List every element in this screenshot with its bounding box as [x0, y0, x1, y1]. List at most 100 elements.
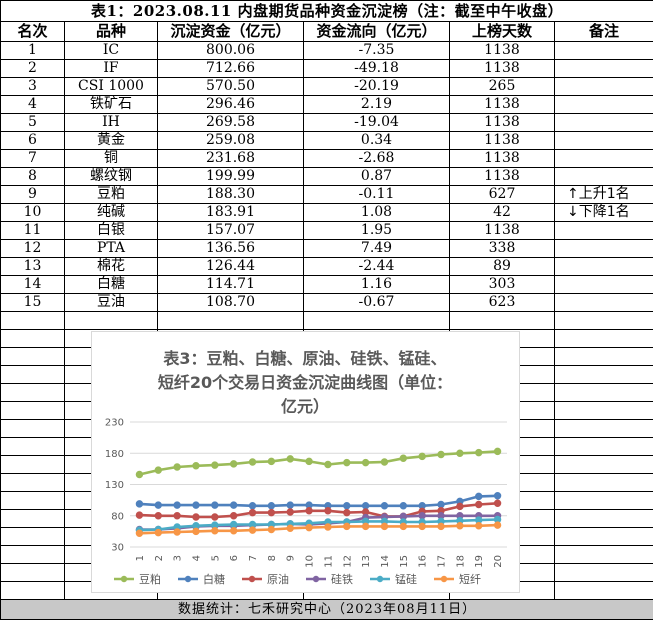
series-point — [399, 502, 408, 510]
blank-cell — [0, 455, 65, 474]
series-point — [286, 524, 294, 532]
chart-title-line-3: 亿元） — [281, 397, 329, 416]
days-cell: 623 — [449, 293, 555, 312]
series-point — [192, 513, 200, 521]
table-row: 3 CSI 1000 570.50 -20.19 265 — [0, 77, 653, 96]
blank-cell — [553, 347, 653, 366]
days-cell: 1138 — [449, 113, 555, 132]
series-point — [475, 492, 483, 501]
chart-series — [135, 447, 502, 537]
blank-cell — [0, 527, 65, 546]
table-row: 2 IF 712.66 -49.18 1138 — [0, 59, 653, 78]
series-point — [418, 512, 426, 520]
remark-cell — [553, 293, 653, 312]
days-cell: 89 — [449, 257, 555, 276]
blank-cell — [553, 365, 653, 384]
name-cell: 白糖 — [64, 275, 158, 294]
series-point — [192, 462, 200, 470]
x-tick-label: 12 — [342, 555, 353, 568]
blank-cell — [553, 491, 653, 510]
blank-cell — [553, 581, 653, 600]
settled-funds-cell: 259.08 — [157, 131, 304, 150]
x-tick-label: 8 — [267, 555, 278, 561]
fund-flow-cell: -7.35 — [303, 41, 450, 60]
remark-cell — [553, 275, 653, 294]
rank-cell: 1 — [0, 41, 65, 60]
legend-label: 锰硅 — [395, 572, 417, 586]
days-cell: 303 — [449, 275, 555, 294]
rank-cell: 4 — [0, 95, 65, 114]
chart-svg: 表3：豆粕、白糖、原油、硅铁、锰硅、 短纤20个交易日资金沉淀曲线图（单位： 亿… — [105, 349, 507, 586]
blank-cell — [553, 401, 653, 420]
series-point — [229, 501, 238, 509]
legend-marker — [440, 575, 448, 583]
series-point — [437, 500, 445, 509]
header-settled-funds: 沉淀资金（亿元） — [157, 21, 304, 42]
rank-cell: 9 — [0, 185, 65, 204]
settled-funds-cell: 183.91 — [157, 203, 304, 222]
chart-title-line-2: 短纤20个交易日资金沉淀曲线图（单位： — [158, 373, 452, 392]
y-tick-label: 30 — [111, 543, 124, 554]
table-row: 12 PTA 136.56 7.49 338 — [0, 239, 653, 258]
table-row: 6 黄金 259.08 0.34 1138 — [0, 131, 653, 150]
blank-cell — [157, 311, 304, 330]
blank-cell — [0, 563, 65, 582]
rank-cell: 12 — [0, 239, 65, 258]
series-point — [456, 522, 464, 530]
x-tick-label: 5 — [210, 555, 221, 561]
x-tick-label: 10 — [305, 555, 316, 568]
series-point — [154, 501, 162, 509]
fund-flow-cell: -20.19 — [303, 77, 450, 96]
x-tick-label: 17 — [437, 555, 448, 568]
fund-flow-cell: -0.67 — [303, 293, 450, 312]
x-tick-label: 2 — [154, 555, 165, 561]
remark-cell: ↑上升1名 — [553, 185, 653, 204]
series-point — [343, 508, 351, 517]
fund-flow-cell: 7.49 — [303, 239, 450, 258]
series-point — [437, 450, 445, 459]
series-point — [456, 502, 464, 511]
series-point — [135, 500, 144, 508]
legend-label: 白糖 — [203, 572, 225, 586]
blank-cell — [0, 311, 65, 330]
blank-cell — [449, 311, 555, 330]
series-point — [305, 523, 313, 532]
series-point — [248, 526, 257, 534]
blank-cell — [0, 401, 65, 420]
header-rank: 名次 — [0, 21, 65, 42]
remark-cell — [553, 149, 653, 168]
table-row: 11 白银 157.07 1.95 1138 — [0, 221, 653, 240]
series-point — [493, 521, 502, 529]
header-fund-flow: 资金流向（亿元） — [303, 21, 450, 42]
settled-funds-cell: 296.46 — [157, 95, 304, 114]
settled-funds-cell: 570.50 — [157, 77, 304, 96]
series-point — [437, 522, 445, 531]
series-point — [135, 529, 144, 537]
series-point — [475, 500, 483, 509]
series-point — [154, 528, 162, 537]
chart-legend: 豆粕 白糖 原油 硅铁 锰硅 短纤 — [114, 572, 481, 586]
series-point — [173, 528, 181, 536]
rank-cell: 10 — [0, 203, 65, 222]
fund-flow-cell: 1.16 — [303, 275, 450, 294]
legend-label: 豆粕 — [139, 572, 161, 586]
days-cell: 1138 — [449, 59, 555, 78]
series-point — [229, 527, 238, 535]
table-title: 表1：2023.08.11 内盘期货品种资金沉淀榜（注：截至中午收盘） — [0, 0, 653, 22]
series-point — [135, 470, 144, 479]
blank-cell — [553, 563, 653, 582]
chart-x-axis: 1 2 3 4 5 6 7 8 9 10 11 12 13 14 15 16 17 18 19 20 — [135, 555, 504, 568]
series-point — [267, 502, 276, 510]
name-cell: 黄金 — [64, 131, 158, 150]
x-tick-label: 20 — [493, 555, 504, 568]
x-tick-label: 14 — [380, 555, 391, 568]
blank-cell — [0, 473, 65, 492]
x-tick-label: 6 — [229, 555, 240, 561]
blank-cell — [0, 545, 65, 564]
name-cell: 白银 — [64, 221, 158, 240]
blank-cell — [553, 527, 653, 546]
x-tick-label: 3 — [173, 555, 184, 561]
x-tick-label: 13 — [361, 555, 372, 568]
x-tick-label: 7 — [248, 555, 259, 561]
settled-funds-cell: 231.68 — [157, 149, 304, 168]
